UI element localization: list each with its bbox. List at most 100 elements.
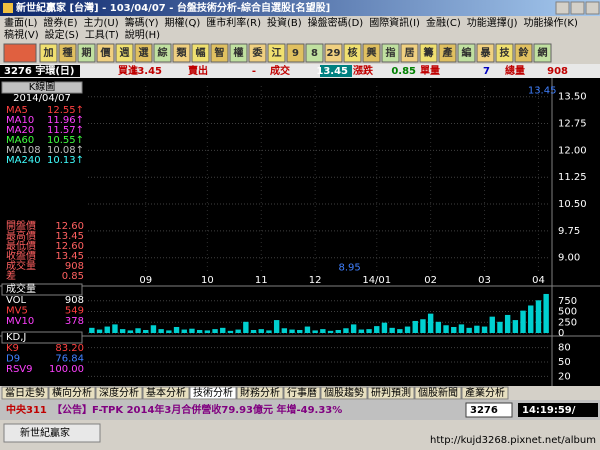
toolbar-label: 選 <box>139 46 149 59</box>
menu-item[interactable]: 功能選擇(J) <box>467 16 518 29</box>
toolbar-button[interactable] <box>210 43 229 63</box>
toolbar-button[interactable] <box>191 43 210 63</box>
toolbar-button[interactable] <box>533 43 552 63</box>
toolbar-button[interactable] <box>438 43 457 63</box>
tab[interactable] <box>414 386 462 400</box>
legend-name: MV10 <box>6 316 34 327</box>
quote-code: 3276 宇環(日) <box>4 64 74 77</box>
tab[interactable] <box>48 386 96 400</box>
menu-item[interactable]: 國際資訊(I) <box>369 16 420 29</box>
toolbar-button[interactable] <box>39 43 58 63</box>
volume-bar <box>196 329 203 333</box>
toolbar-button[interactable] <box>286 43 305 63</box>
menu-item[interactable]: 籌碼(Y) <box>125 16 159 29</box>
legend-name: MA240 <box>6 155 41 166</box>
tab[interactable] <box>320 386 368 400</box>
volume-bar <box>173 326 180 333</box>
volume-bar <box>243 321 249 333</box>
toolbar-button[interactable] <box>476 43 495 63</box>
toolbar-label: 核 <box>348 46 358 59</box>
tab[interactable] <box>1 386 49 400</box>
toolbar-button[interactable] <box>153 43 172 63</box>
menu-item[interactable]: 工具(T) <box>85 29 119 41</box>
close-button[interactable] <box>585 1 600 15</box>
tab-label[interactable]: 當日走勢 <box>5 386 45 399</box>
toolbar-button[interactable] <box>58 43 77 63</box>
quote-lot: 7 <box>483 66 490 77</box>
toolbar-button[interactable] <box>267 43 286 63</box>
tab[interactable] <box>283 386 321 400</box>
tab-label[interactable]: 橫向分析 <box>52 386 92 399</box>
menu-item[interactable]: 證券(E) <box>43 16 77 29</box>
tab[interactable] <box>142 386 190 400</box>
volume-bar <box>266 330 272 333</box>
menu-item[interactable]: 期權(Q) <box>165 16 201 29</box>
toolbar-button[interactable] <box>514 43 533 63</box>
tab-label[interactable]: 行事曆 <box>287 386 317 399</box>
tab-label[interactable]: 產業分析 <box>465 386 505 399</box>
tab[interactable] <box>461 386 509 400</box>
menu-item[interactable]: 金融(C) <box>426 16 461 29</box>
toolbar-button[interactable] <box>381 43 400 63</box>
toolbar-button[interactable] <box>400 43 419 63</box>
menu-item[interactable]: 功能操作(K) <box>524 16 578 29</box>
toolbar-label: 幅 <box>196 46 206 59</box>
toolbar-button[interactable] <box>229 43 248 63</box>
toolbar-button[interactable] <box>457 43 476 63</box>
menu-item[interactable]: 稿視(V) <box>4 28 39 41</box>
volume-bar <box>166 330 172 333</box>
volume-bar <box>327 330 334 333</box>
volume-bar <box>389 327 395 333</box>
toolbar-button[interactable] <box>305 43 324 63</box>
toolbar-button[interactable] <box>495 43 514 63</box>
tab[interactable] <box>95 386 143 400</box>
toolbar-button[interactable] <box>172 43 191 63</box>
minimize-button[interactable] <box>555 1 570 15</box>
toolbar-button[interactable] <box>96 43 115 63</box>
legend-value: 10.13↑ <box>47 155 84 166</box>
tab-label[interactable]: 個股趨勢 <box>324 386 364 399</box>
tab-label[interactable]: 研判預測 <box>371 386 411 399</box>
volume-bar <box>281 328 288 333</box>
volume-bar <box>212 329 218 333</box>
maximize-button[interactable] <box>570 1 585 15</box>
tab-label[interactable]: 個股新聞 <box>418 386 458 399</box>
menu-item[interactable]: 說明(H) <box>125 28 160 41</box>
legend-value: 100.00 <box>49 364 84 375</box>
toolbar-button[interactable] <box>362 43 381 63</box>
status-bar <box>0 400 600 420</box>
legend-name: MV5 <box>6 306 28 317</box>
menu-item[interactable]: 畫面(L) <box>4 16 37 29</box>
volume-bar <box>404 326 411 333</box>
toolbar-icon[interactable] <box>3 43 37 63</box>
tab[interactable] <box>189 386 237 400</box>
tab-label[interactable]: 深度分析 <box>99 386 139 399</box>
toolbar-label: 鈴 <box>519 46 530 59</box>
menu-item[interactable]: 操盤密碼(D) <box>308 16 364 29</box>
tab-label[interactable]: 技術分析 <box>193 386 233 399</box>
quote-change-label: 漲跌 <box>353 64 374 77</box>
toolbar-button[interactable] <box>77 43 96 63</box>
toolbar-button[interactable] <box>419 43 438 63</box>
menu-item[interactable]: 投資(B) <box>267 16 302 29</box>
toolbar-button[interactable] <box>248 43 267 63</box>
tab-label[interactable]: 基本分析 <box>146 386 186 399</box>
menu-item[interactable]: 匯市利率(R) <box>206 16 261 29</box>
toolbar-button[interactable] <box>343 43 362 63</box>
toolbar-button[interactable] <box>324 43 343 63</box>
status-time: 14:19:59/ <box>522 405 576 416</box>
tab[interactable] <box>236 386 284 400</box>
taskbar-item-label[interactable]: 新世紀贏家 <box>20 426 70 439</box>
taskbar-item[interactable] <box>3 423 101 443</box>
tab[interactable] <box>367 386 415 400</box>
menu-item[interactable]: 設定(S) <box>45 28 79 41</box>
y-tick-label: 500 <box>558 307 577 318</box>
info-value: 0.85 <box>62 271 84 282</box>
tab-label[interactable]: 財務分析 <box>240 386 280 399</box>
legend-value: 378 <box>65 316 84 327</box>
quote-bid: 13.45 <box>130 66 162 77</box>
toolbar-button[interactable] <box>134 43 153 63</box>
menu-item[interactable]: 主力(U) <box>84 16 119 29</box>
toolbar-button[interactable] <box>115 43 134 63</box>
